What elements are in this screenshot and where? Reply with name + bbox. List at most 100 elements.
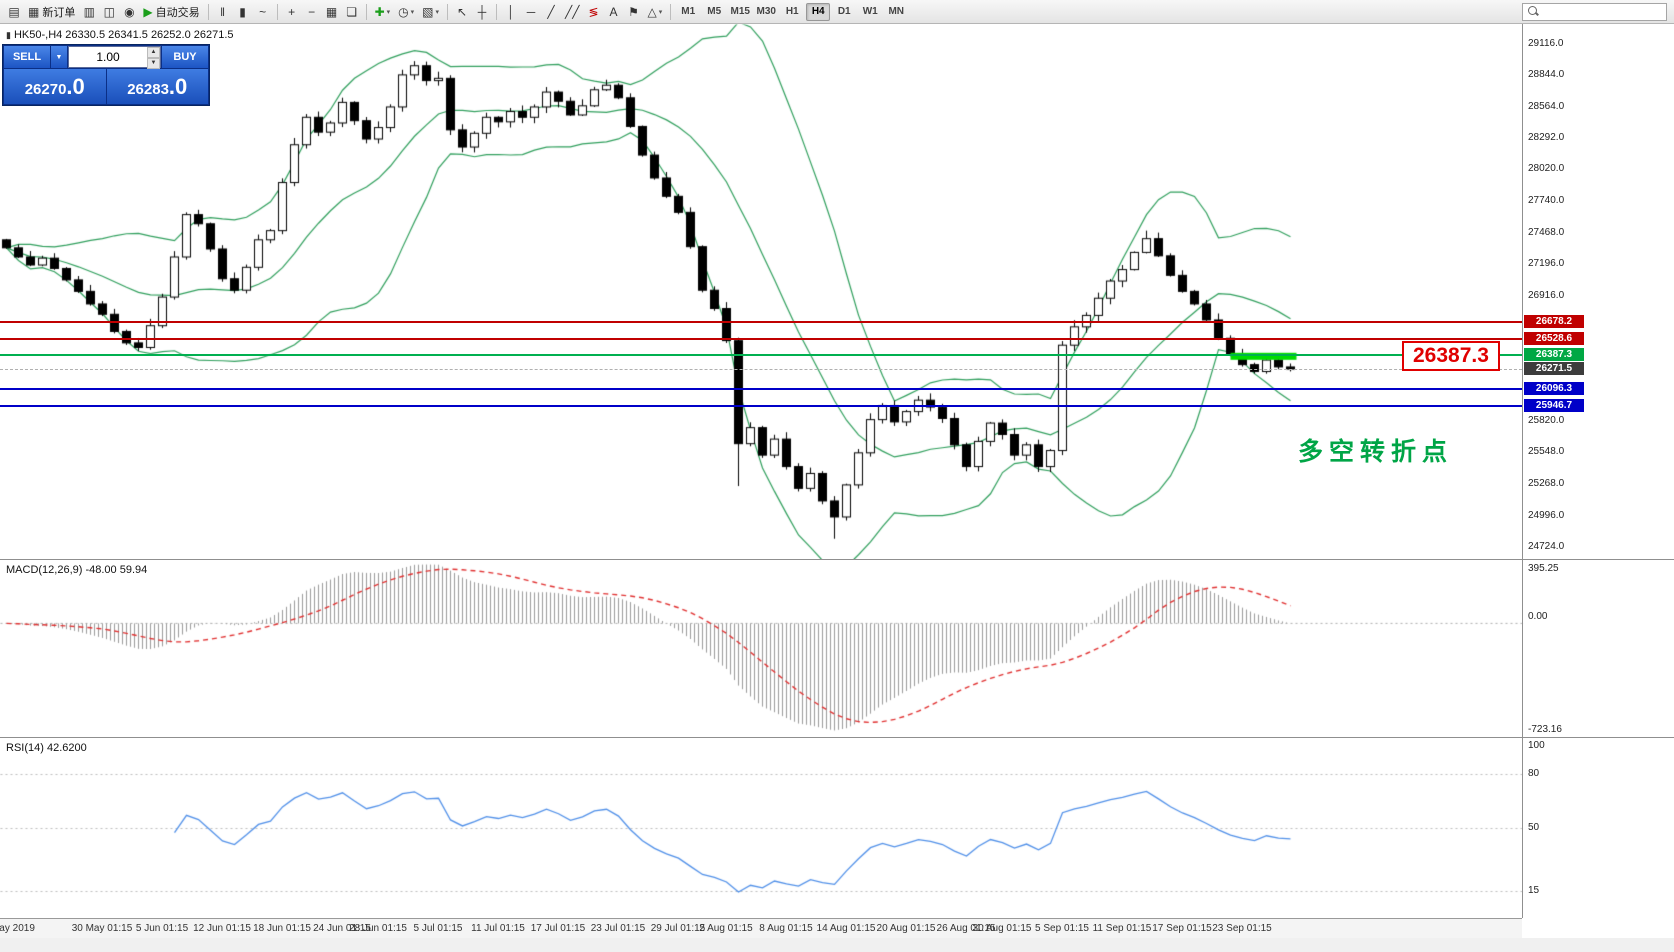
sell-price-main: 26270 (24, 81, 67, 98)
vertical-line-icon[interactable]: │ (507, 4, 515, 19)
price-level-line[interactable] (0, 320, 1522, 323)
price-level-line[interactable] (0, 387, 1522, 390)
timeframe-mn[interactable]: MN (888, 6, 904, 17)
periods-icon[interactable]: ◷ ▾ (398, 4, 415, 19)
new-chart-icon[interactable]: ▤ (8, 4, 20, 19)
cursor-icon[interactable]: ↖ (456, 4, 468, 19)
price-annotation-box[interactable]: 26387.3 (1402, 341, 1500, 371)
price-axis-label: 26916.0 (1528, 289, 1565, 301)
search-box (1522, 2, 1667, 21)
toolbar-separator (276, 3, 278, 20)
time-axis-label: 17 Sep 01:15 (1152, 923, 1212, 934)
volume-down-button[interactable]: ▼ (147, 58, 160, 69)
time-axis-label: 24 Jun 01:15 (313, 923, 371, 934)
panel-splitter[interactable] (0, 559, 1674, 560)
turning-point-note[interactable]: 多空转折点 (1298, 438, 1454, 466)
volume-up-button[interactable]: ▲ (147, 47, 160, 58)
text-icon[interactable]: A (609, 4, 618, 19)
price-axis-label: 27740.0 (1528, 195, 1565, 207)
trade-panel-menu-button[interactable]: ▼ (51, 46, 67, 68)
profiles-icon[interactable]: ▥ (83, 4, 96, 19)
buy-price-pip: .0 (168, 74, 188, 99)
timeframe-m15[interactable]: M15 (730, 6, 750, 17)
buy-price-main: 26283 (127, 81, 169, 98)
macd-axis-label: 0.00 (1528, 610, 1548, 622)
time-axis-label: 11 Sep 01:15 (1092, 923, 1152, 934)
timeframe-m5[interactable]: M5 (707, 6, 722, 17)
time-axis-label: 5 Jul 01:15 (413, 923, 463, 934)
community-icon[interactable]: ◉ (124, 4, 135, 19)
price-axis-label: 28020.0 (1528, 163, 1565, 175)
price-badge: 26271.5 (1524, 361, 1584, 375)
timeframe-m1[interactable]: M1 (681, 6, 696, 17)
zoom-out-icon[interactable]: − (308, 4, 316, 19)
timeframe-h4[interactable]: H4 (806, 2, 831, 21)
time-axis-label: 18 Jun 01:15 (253, 923, 311, 934)
trendline-icon[interactable]: ╱ (547, 4, 555, 19)
price-axis-label: 28844.0 (1528, 68, 1565, 80)
time-axis-label: 14 Aug 01:15 (816, 923, 876, 934)
horizontal-line-icon[interactable]: ─ (526, 4, 536, 19)
toolbar-separator (496, 3, 498, 20)
charts-window-icon[interactable]: ◫ (103, 4, 116, 19)
panel-splitter[interactable] (0, 737, 1674, 738)
sell-button[interactable]: SELL (4, 46, 50, 68)
time-axis-label: 17 Jul 01:15 (530, 923, 586, 934)
tile-windows-icon[interactable]: ❏ (346, 4, 357, 19)
time-axis[interactable]: 24 May 2019 30 May 01:155 Jun 01:15 12 Jun… (0, 918, 1522, 938)
price-axis-label: 25820.0 (1528, 415, 1565, 427)
new-order-button[interactable]: ▦ 新订单 (28, 4, 76, 19)
timeframe-m30[interactable]: M30 (756, 6, 776, 17)
macd-panel-canvas[interactable] (0, 560, 1674, 738)
bar-chart-icon[interactable]: ‖ (220, 4, 226, 19)
line-chart-icon[interactable]: ~ (259, 4, 267, 19)
time-axis-label: 30 May 01:15 (71, 923, 133, 934)
zoom-in-icon[interactable]: + (288, 4, 296, 19)
chevron-down-icon: ▾ (410, 8, 415, 16)
rsi-indicator-label: RSI(14) 42.6200 (6, 742, 87, 754)
ohlc-text: HK50-,H4 26330.5 26341.5 26252.0 26271.5 (13, 29, 234, 41)
buy-price[interactable]: 26283.0 (106, 69, 208, 104)
toolbar-separator (447, 3, 449, 20)
templates-icon[interactable]: ▧ ▾ (422, 4, 440, 19)
price-level-line[interactable] (0, 338, 1522, 341)
timeframe-w1[interactable]: W1 (862, 6, 878, 17)
time-axis-label: 30 Aug 01:15 (972, 923, 1032, 934)
channel-icon[interactable]: ╱╱ (565, 4, 580, 19)
candlestick-chart-icon[interactable]: ▮ (239, 4, 246, 19)
sell-price-pip: .0 (66, 74, 85, 99)
rsi-panel-canvas[interactable] (0, 738, 1674, 918)
search-input[interactable] (1543, 5, 1661, 18)
time-axis-label: 5 Jun 01:15 (135, 923, 189, 934)
indicators-icon[interactable]: ✚ ▾ (374, 4, 391, 19)
price-chart-canvas[interactable] (0, 24, 1674, 560)
buy-button[interactable]: BUY (162, 46, 208, 68)
shapes-icon[interactable]: △ ▾ (647, 4, 663, 19)
timeframe-d1[interactable]: D1 (837, 6, 851, 17)
crosshair-icon[interactable]: ┼ (477, 4, 487, 19)
price-axis-label: 29116.0 (1528, 37, 1564, 49)
time-axis-label: 23 Jul 01:15 (590, 923, 646, 934)
price-level-line[interactable] (0, 404, 1522, 407)
price-level-line[interactable] (0, 354, 1522, 357)
price-axis[interactable]: 29116.0 28844.0 28564.0 28292.0 28020.0 27740… (1523, 24, 1674, 918)
sell-price[interactable]: 26270.0 (4, 69, 106, 104)
time-axis-label: 11 Jul 01:15 (471, 923, 525, 934)
chevron-down-icon: ▾ (658, 8, 663, 16)
fibonacci-icon[interactable]: ≶ (588, 4, 599, 19)
grid-icon[interactable]: ▦ (325, 4, 338, 19)
toolbar-separator (365, 3, 367, 20)
timeframe-h1[interactable]: H1 (785, 6, 799, 17)
time-axis-label: 8 Aug 01:15 (759, 923, 813, 934)
chart-window: 29116.0 28844.0 28564.0 28292.0 28020.0 27740… (0, 24, 1674, 938)
price-axis-label: 27196.0 (1528, 257, 1565, 269)
macd-axis-label: -723.16 (1528, 724, 1562, 735)
search-icon (1528, 6, 1539, 17)
time-axis-label: 24 May 2019 (0, 923, 35, 934)
label-icon[interactable]: ⚑ (628, 4, 639, 19)
volume-input[interactable] (69, 47, 147, 67)
time-axis-label: 5 Sep 01:15 (1035, 923, 1089, 934)
price-badge: 26387.3 (1524, 348, 1584, 362)
price-axis-label: 28292.0 (1528, 132, 1565, 144)
auto-trading-button[interactable]: ▶ 自动交易 (143, 4, 200, 19)
